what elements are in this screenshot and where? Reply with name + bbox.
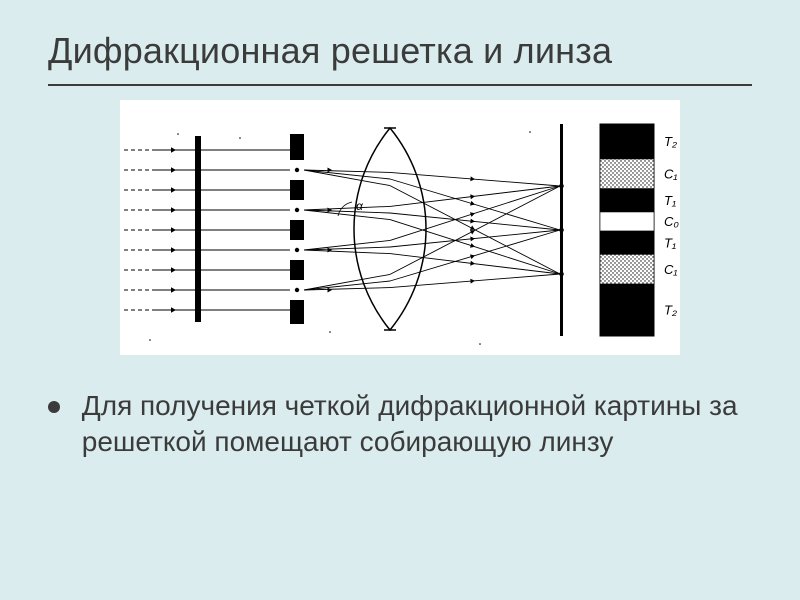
svg-text:T₂: T₂ (664, 134, 677, 149)
diagram-container: α T₂ C₁ T₁ C₀ T₁ C₁ T₂ (120, 100, 680, 355)
bullet-block: Для получения четкой дифракционной карти… (48, 388, 752, 460)
svg-text:C₁: C₁ (664, 166, 678, 181)
svg-text:α: α (356, 199, 364, 213)
svg-text:C₁: C₁ (664, 262, 678, 277)
svg-text:C₀: C₀ (664, 214, 679, 229)
bullet-text: Для получения четкой дифракционной карти… (82, 388, 742, 460)
svg-text:T₁: T₁ (664, 235, 676, 250)
svg-text:T₁: T₁ (664, 193, 676, 208)
svg-text:T₂: T₂ (664, 303, 677, 318)
bullet-icon (48, 401, 60, 413)
slide-title: Дифракционная решетка и линза (48, 30, 752, 72)
optics-diagram: α T₂ C₁ T₁ C₀ T₁ C₁ T₂ (120, 100, 680, 355)
title-underline (48, 84, 752, 86)
slide: Дифракционная решетка и линза α T₂ C₁ T₁ C₀ T… (0, 0, 800, 600)
